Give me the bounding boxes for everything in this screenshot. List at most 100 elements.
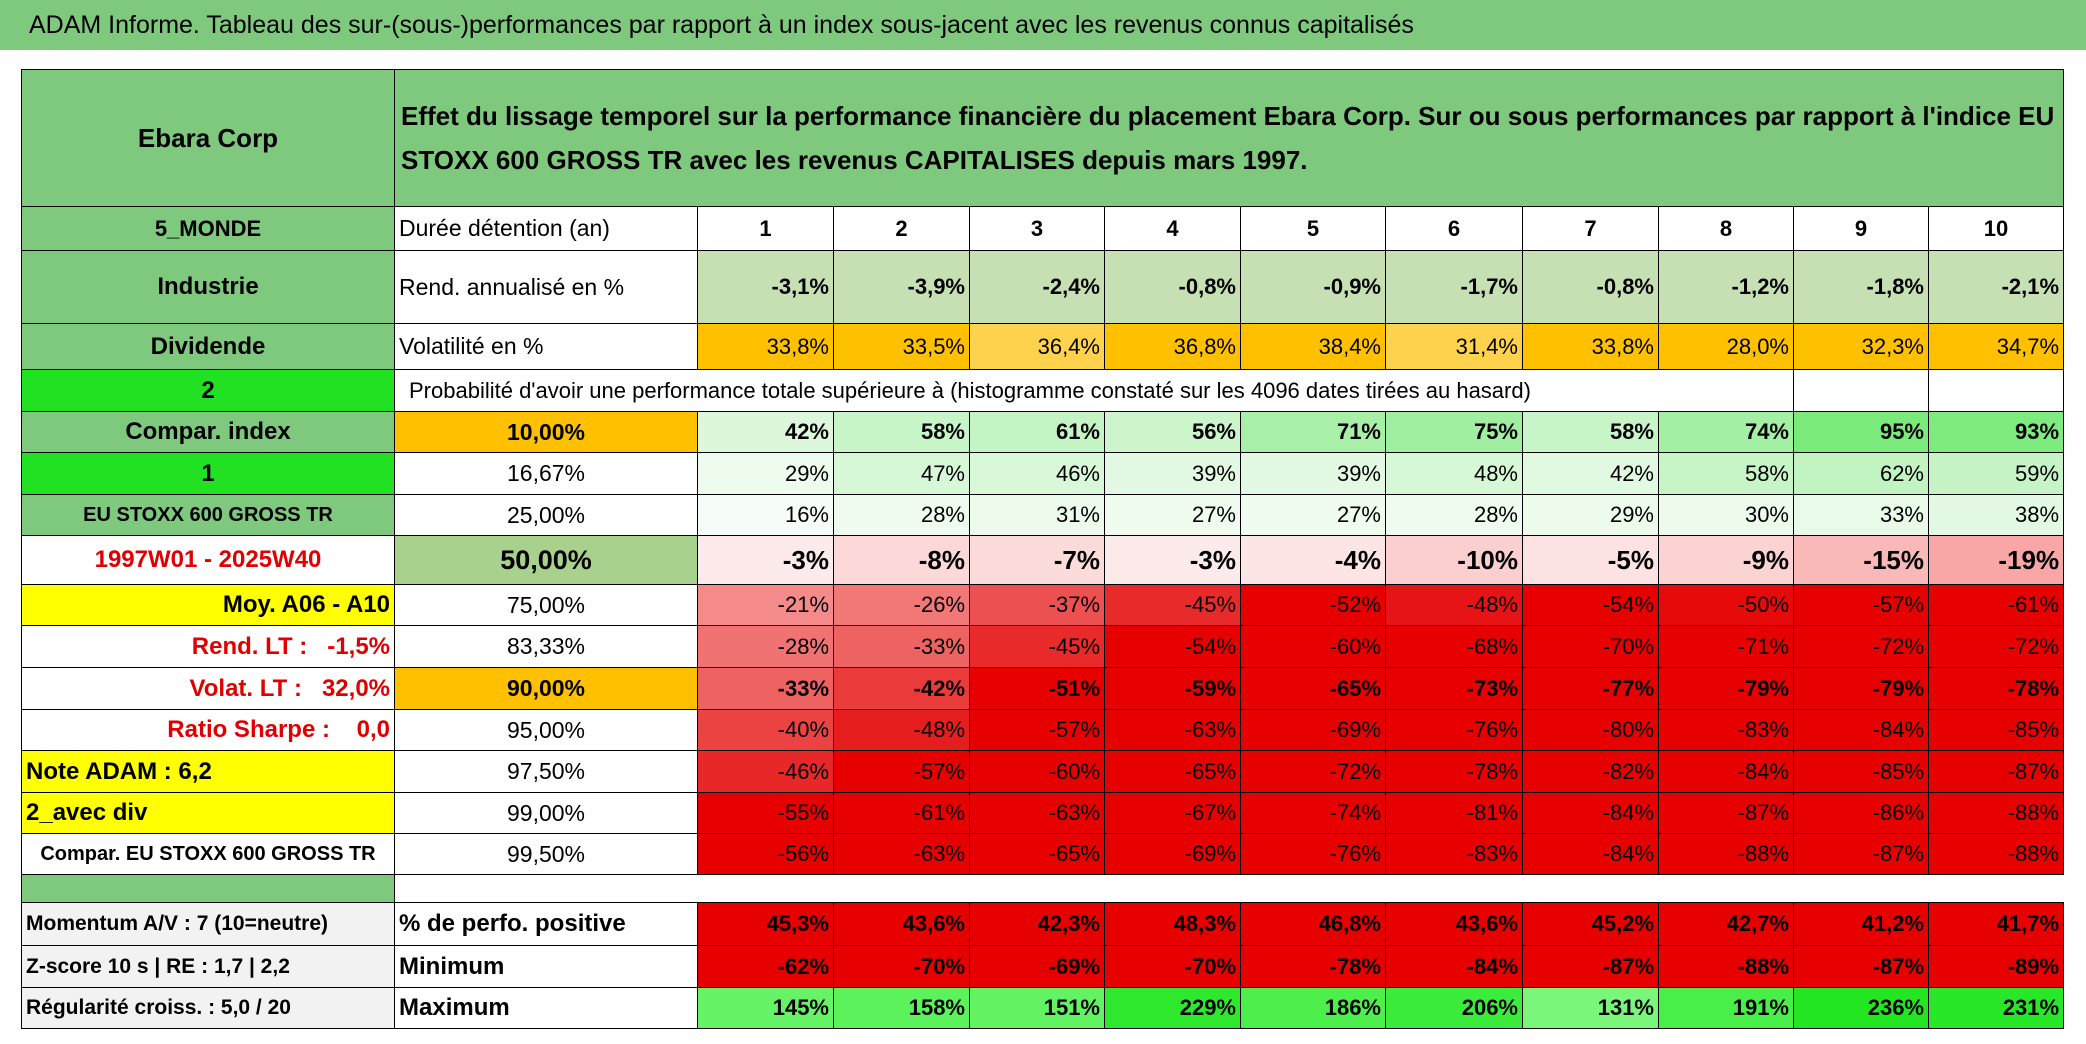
row-key: Maximum [394,987,698,1029]
value-cell: -69% [1104,833,1241,875]
value-cell: -83% [1658,709,1794,751]
row-key: 95,00% [394,709,698,751]
value-cell: -76% [1240,833,1386,875]
value-cell: -10% [1385,535,1523,585]
value-cell: 32,3% [1793,323,1929,370]
value-cell: -89% [1927,945,2065,988]
value-cell: -87% [1658,792,1794,834]
value-cell: 46,8% [1240,902,1386,946]
value-cell: 29% [1522,494,1659,536]
value-cell: -54% [1104,625,1241,668]
value-cell: -70% [1522,625,1659,668]
spacer [1659,875,1794,903]
table-row: Compar. index 10,00% 42% 58% 61% 56% 71% 75% 58%… [21,411,2065,453]
value-cell: 33,5% [833,323,970,370]
table-row: EU STOXX 600 GROSS TR 25,00% 16% 28% 31% 27% 2… [21,494,2065,536]
value-cell: 186% [1240,987,1386,1029]
value-cell: 36,8% [1104,323,1241,370]
company-name: Ebara Corp [21,69,395,207]
table-row: 1 16,67% 29% 47% 46% 39% 39% 48% 42% 58% 62% 59% [21,452,2065,495]
value-cell: -52% [1240,584,1386,626]
value-cell: -37% [969,584,1105,626]
value-cell: 145% [697,987,834,1029]
value-cell: -70% [833,945,970,988]
value-cell: 56% [1104,411,1241,453]
value-cell: -72% [1793,625,1929,668]
table-row: Volat. LT : 32,0% 90,00% -33% -42% -51% -59% -… [21,667,2065,710]
value-cell: 48,3% [1104,902,1241,946]
value-cell: -88% [1927,833,2065,875]
table-row: 2_avec div 99,00% -55% -61% -63% -67% -74% -81%… [21,792,2065,834]
value-cell: 10 [1927,206,2065,251]
row-label: Compar. EU STOXX 600 GROSS TR [21,833,395,875]
title-bar: ADAM Informe. Tableau des sur-(sous-)per… [0,0,2086,50]
row-key: 50,00% [394,535,698,585]
value-cell: 16% [697,494,834,536]
value-cell: -56% [697,833,834,875]
value-cell: -77% [1522,667,1659,710]
row-key: 99,50% [394,833,698,875]
value-cell: -82% [1522,750,1659,793]
value-cell: 45,2% [1522,902,1659,946]
value-cell: -2,4% [969,250,1105,324]
value-cell: -74% [1240,792,1386,834]
spacer [970,875,1105,903]
table-row: Ratio Sharpe : 0,0 95,00% -40% -48% -57% -63%… [21,709,2065,751]
value-cell: -86% [1793,792,1929,834]
table-row: Momentum A/V : 7 (10=neutre)% de perfo. … [21,902,2065,946]
table-row: Ebara Corp Effet du lissage temporel sur … [21,69,2065,207]
value-cell: -76% [1385,709,1523,751]
value-cell: -0,8% [1104,250,1241,324]
value-cell: 38% [1927,494,2065,536]
row-label: Industrie [21,250,395,324]
table-row: Z-score 10 s | RE : 1,7 | 2,2 Minimum -62%… [21,945,2065,988]
value-cell: -51% [969,667,1105,710]
value-cell: -28% [697,625,834,668]
spacer [1241,875,1386,903]
value-cell: 42% [697,411,834,453]
row-key: 83,33% [394,625,698,668]
value-cell: -69% [1240,709,1386,751]
value-cell: -62% [697,945,834,988]
value-cell: -83% [1385,833,1523,875]
value-cell: -71% [1658,625,1794,668]
table-row: Moy. A06 - A10 75,00% -21% -26% -37% -45% -52%… [21,584,2065,626]
value-cell: 31,4% [1385,323,1523,370]
value-cell: -78% [1385,750,1523,793]
value-cell: -85% [1793,750,1929,793]
value-cell: 8 [1658,206,1794,251]
table-row: Dividende Volatilité en % 33,8% 33,5% 36,4% 3… [21,323,2065,370]
value-cell: -4% [1240,535,1386,585]
value-cell: 75% [1385,411,1523,453]
value-cell: -33% [697,667,834,710]
table-row: Compar. EU STOXX 600 GROSS TR 99,50% -56% -… [21,833,2065,875]
value-cell: 42,3% [969,902,1105,946]
value-cell: -79% [1658,667,1794,710]
table-row: 5_MONDE Durée détention (an) 1 2 3 4 5 6 7 8 9 10 [21,206,2065,251]
value-cell: 42,7% [1658,902,1794,946]
value-cell: 2 [833,206,970,251]
value-cell: -26% [833,584,970,626]
spacer [1105,875,1241,903]
value-cell: -2,1% [1927,250,2065,324]
value-cell: 34,7% [1927,323,2065,370]
row-key: Volatilité en % [394,323,698,370]
value-cell: -5% [1522,535,1659,585]
value-cell: -63% [1104,709,1241,751]
row-label: 5_MONDE [21,206,395,251]
value-cell: 46% [969,452,1105,495]
value-cell: -63% [833,833,970,875]
value-cell: 58% [833,411,970,453]
row-label: Momentum A/V : 7 (10=neutre) [21,902,395,946]
value-cell: -73% [1385,667,1523,710]
empty-cell [1927,369,2065,412]
value-cell: 47% [833,452,970,495]
value-cell: -1,8% [1793,250,1929,324]
value-cell: -40% [697,709,834,751]
spacer [698,875,834,903]
value-cell: -60% [1240,625,1386,668]
value-cell: -3% [1104,535,1241,585]
row-key: 75,00% [394,584,698,626]
value-cell: -19% [1927,535,2065,585]
value-cell: -55% [697,792,834,834]
